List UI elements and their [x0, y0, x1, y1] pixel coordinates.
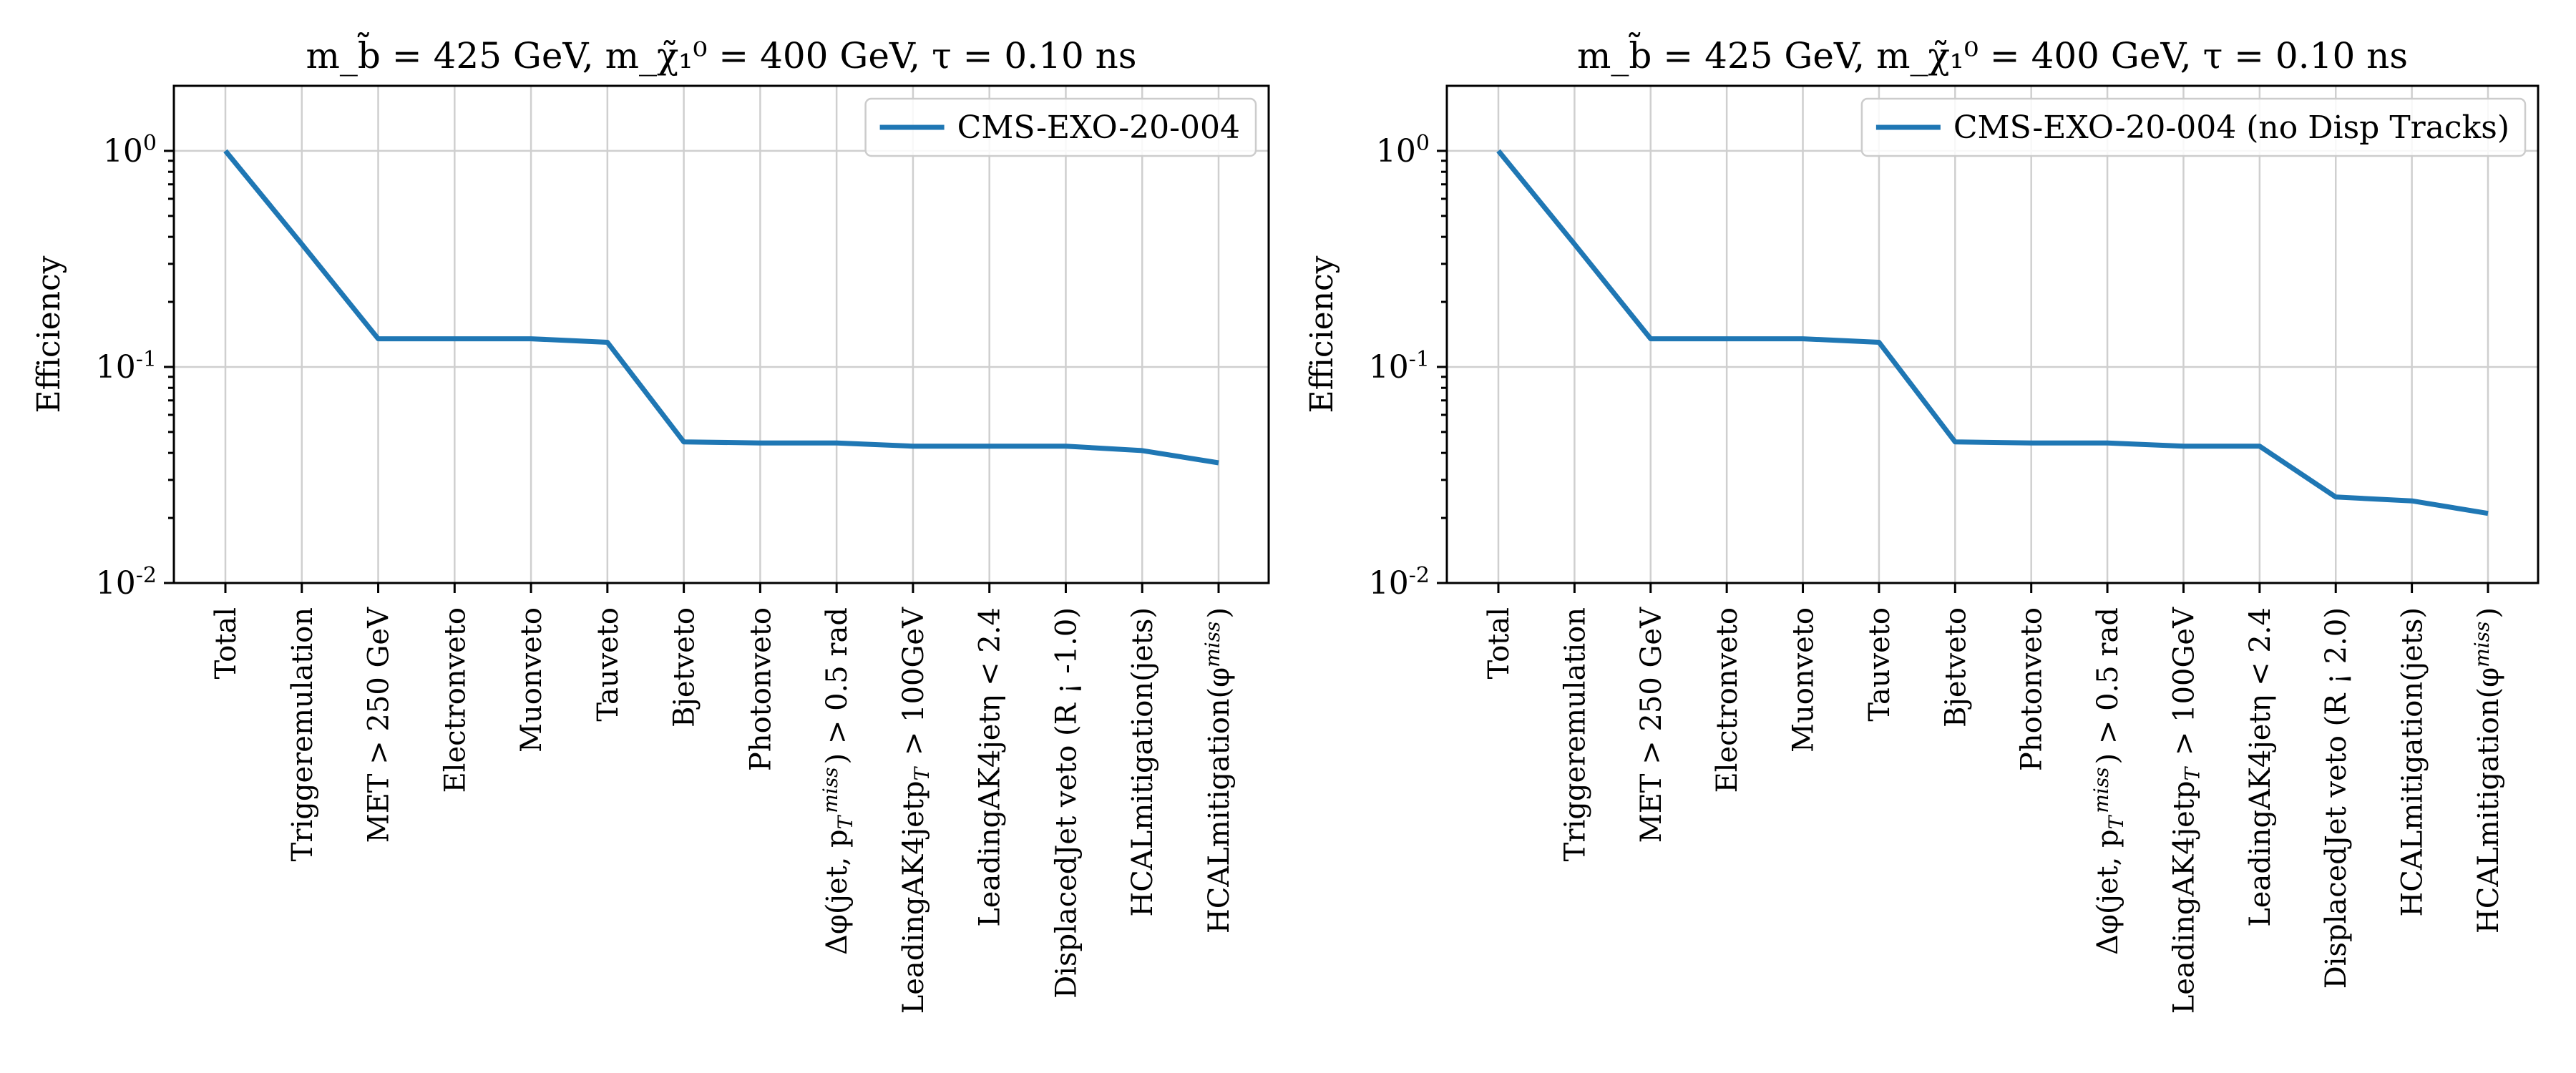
legend: CMS-EXO-20-004 (no Disp Tracks)	[1860, 97, 2527, 157]
chart-title: m_b̃ = 425 GeV, m_χ̃₁⁰ = 400 GeV, τ = 0.…	[1577, 32, 2408, 77]
x-tick-label: Photonveto	[744, 607, 777, 771]
x-tick-label: HCALmitigation(jets)	[2396, 607, 2429, 917]
legend: CMS-EXO-20-004	[864, 97, 1257, 157]
chart-title: m_b̃ = 425 GeV, m_χ̃₁⁰ = 400 GeV, τ = 0.…	[306, 32, 1136, 77]
x-tick-label: Electronveto	[439, 607, 472, 793]
x-tick-label: Photonveto	[2016, 607, 2049, 771]
x-tick-label: LeadingAK4jetη < 2.4	[2244, 607, 2277, 927]
x-tick-label: HCALmitigation(jets)	[1126, 607, 1159, 917]
x-tick-label: HCALmitigation(φmiss )	[2470, 607, 2505, 934]
x-tick-label: Muonveto	[515, 607, 548, 753]
y-tick-label: 10-1	[1369, 346, 1430, 386]
y-tick-label: 10-2	[96, 563, 157, 602]
y-tick-label: 10-1	[96, 346, 157, 386]
plot-frame	[172, 84, 1270, 584]
x-tick-label: Total	[210, 607, 243, 679]
legend-box	[1860, 97, 2527, 157]
x-tick-label: Tauveto	[1863, 607, 1896, 722]
chart-right: m_b̃ = 425 GeV, m_χ̃₁⁰ = 400 GeV, τ = 0.…	[1304, 32, 2540, 1014]
plot-frame	[1445, 84, 2540, 584]
y-tick-label: 100	[1376, 130, 1430, 170]
x-tick-label: Δφ(jet, pT miss ) > 0.5 rad	[819, 607, 858, 955]
x-tick-label: Total	[1483, 607, 1516, 679]
x-tick-label: Bjetveto	[668, 607, 701, 727]
x-tick-label: Triggeremulation	[286, 607, 319, 861]
x-tick-label: LeadingAK4jetpT > 100GeV	[897, 607, 934, 1014]
x-tick-label: MET > 250 GeV	[363, 607, 396, 843]
y-tick-label: 100	[103, 130, 157, 170]
x-tick-label: Δφ(jet, pT miss ) > 0.5 rad	[2089, 607, 2128, 955]
x-tick-label: LeadingAK4jetη < 2.4	[974, 607, 1007, 927]
x-tick-label: DisplacedJet veto (R ¡ -1.0)	[1050, 607, 1083, 999]
legend-label: CMS-EXO-20-004	[957, 109, 1240, 146]
x-tick-label: Electronveto	[1711, 607, 1744, 793]
x-tick-label: Triggeremulation	[1558, 607, 1591, 861]
x-tick-label: MET > 250 GeV	[1635, 607, 1668, 843]
y-tick-label: 10-2	[1369, 563, 1430, 602]
x-tick-label: Bjetveto	[1939, 607, 1972, 727]
x-tick-label: Tauveto	[592, 607, 625, 722]
y-axis-label: Efficiency	[31, 255, 67, 413]
chart-left: m_b̃ = 425 GeV, m_χ̃₁⁰ = 400 GeV, τ = 0.…	[31, 32, 1270, 1014]
legend-box	[864, 97, 1257, 157]
legend-label: CMS-EXO-20-004 (no Disp Tracks)	[1953, 109, 2509, 146]
x-tick-label: DisplacedJet veto (R ¡ 2.0)	[2320, 607, 2353, 989]
x-tick-label: LeadingAK4jetpT > 100GeV	[2167, 607, 2204, 1014]
series-line	[1496, 149, 2489, 516]
x-tick-label: HCALmitigation(φmiss )	[1201, 607, 1236, 934]
x-tick-label: Muonveto	[1787, 607, 1820, 753]
y-axis-label: Efficiency	[1304, 255, 1340, 413]
series-line	[223, 149, 1219, 466]
